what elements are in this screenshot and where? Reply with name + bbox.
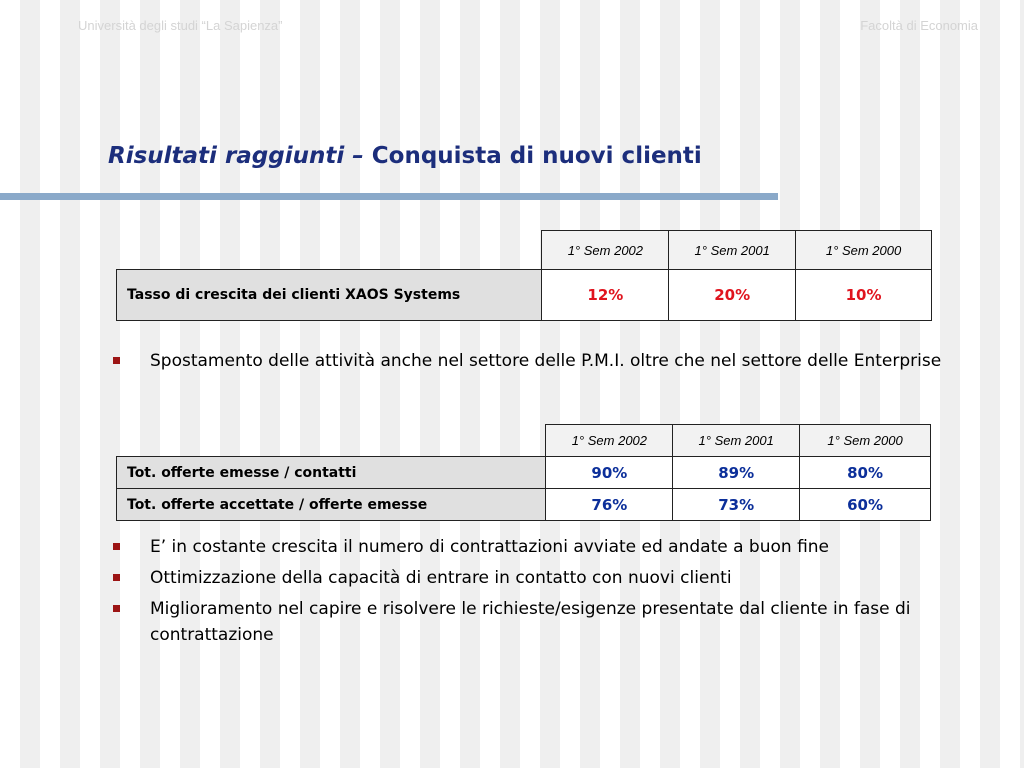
square-bullet-icon [113,357,120,364]
bullet-list-1: Spostamento delle attività anche nel set… [110,348,960,379]
list-item: Spostamento delle attività anche nel set… [110,348,960,374]
table-cell: 60% [799,488,931,521]
column-header: 1° Sem 2002 [545,424,674,457]
table-cell: 10% [795,269,932,321]
table-cell: 89% [672,456,801,489]
row-label: Tot. offerte emesse / contatti [115,456,547,489]
list-item: Ottimizzazione della capacità di entrare… [110,565,960,591]
slide-title-main: Conquista di nuovi clienti [371,143,702,169]
list-item-text: Ottimizzazione della capacità di entrare… [150,568,732,588]
bullet-list-2: E’ in costante crescita il numero di con… [110,534,960,653]
column-header: 1° Sem 2000 [799,424,931,457]
slide-title: Risultati raggiunti – Conquista di nuovi… [108,143,702,169]
table-corner [116,424,546,457]
client-growth-table: 1° Sem 2002 1° Sem 2001 1° Sem 2000 Tass… [115,230,932,321]
table-corner [116,230,542,270]
table-cell: 90% [545,456,674,489]
list-item-text: Spostamento delle attività anche nel set… [150,351,942,371]
row-label: Tasso di crescita dei clienti XAOS Syste… [115,269,543,321]
table-row: Tot. offerte accettate / offerte emesse … [115,488,931,521]
column-header: 1° Sem 2001 [672,424,801,457]
column-header: 1° Sem 2000 [795,230,932,270]
header-university: Università degli studi “La Sapienza” [78,18,283,33]
table-cell: 20% [668,269,797,321]
column-header: 1° Sem 2001 [668,230,797,270]
title-underline-rule [0,193,778,200]
table-header-row: 1° Sem 2002 1° Sem 2001 1° Sem 2000 [116,424,931,457]
offers-table: 1° Sem 2002 1° Sem 2001 1° Sem 2000 Tot.… [115,424,931,521]
table-header-row: 1° Sem 2002 1° Sem 2001 1° Sem 2000 [116,230,932,270]
list-item: Miglioramento nel capire e risolvere le … [110,596,960,648]
table-cell: 12% [541,269,670,321]
square-bullet-icon [113,543,120,550]
square-bullet-icon [113,574,120,581]
row-label: Tot. offerte accettate / offerte emesse [115,488,547,521]
list-item: E’ in costante crescita il numero di con… [110,534,960,560]
table-row: Tasso di crescita dei clienti XAOS Syste… [115,269,932,321]
square-bullet-icon [113,605,120,612]
table-cell: 73% [672,488,801,521]
column-header: 1° Sem 2002 [541,230,670,270]
table-row: Tot. offerte emesse / contatti 90% 89% 8… [115,456,931,489]
table-cell: 76% [545,488,674,521]
list-item-text: E’ in costante crescita il numero di con… [150,537,830,557]
slide-title-italic: Risultati raggiunti – [108,143,364,169]
table-cell: 80% [799,456,931,489]
header-faculty: Facoltà di Economia [860,18,978,33]
list-item-text: Miglioramento nel capire e risolvere le … [150,599,911,645]
